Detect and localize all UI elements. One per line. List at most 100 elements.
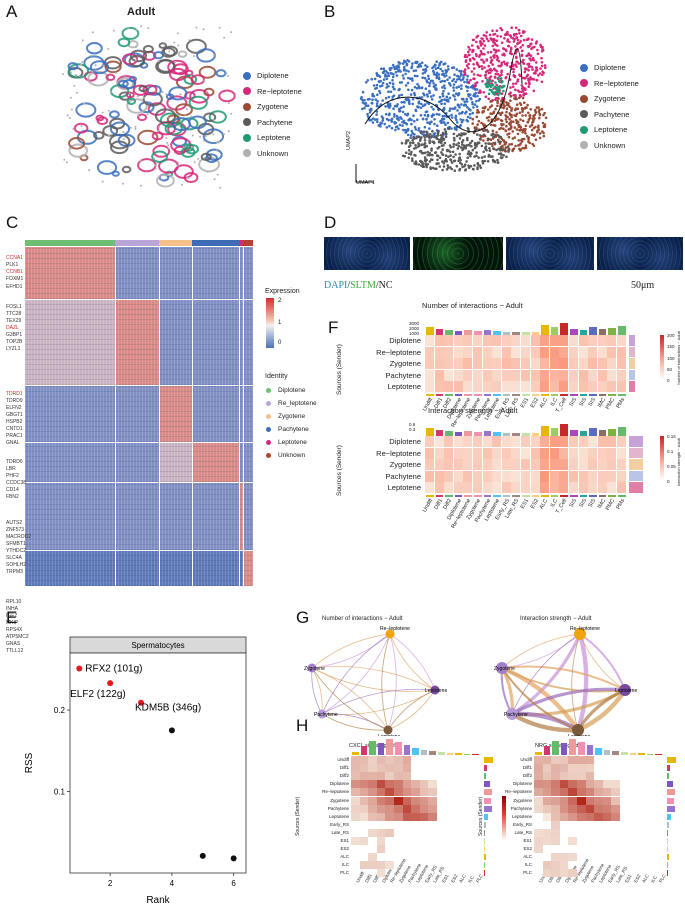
f-cell [549,335,559,346]
umap-cell [428,81,431,85]
f-cell [482,369,492,381]
umap-cell [449,154,452,157]
umap-cell [497,117,500,121]
umap-cell [500,92,504,95]
umap-cell [426,150,430,154]
umap-cell [508,117,511,121]
f-col-swatch [435,393,444,396]
heatmap-divider [239,247,240,586]
umap-cell [481,37,484,41]
f-cell [588,470,598,482]
network-node [574,628,586,640]
f-cell [511,470,521,482]
f-bar [522,332,530,335]
umap-cell [460,97,464,101]
spot [204,135,207,138]
umap-cell [516,132,520,136]
umap-cell [509,127,512,131]
umap-cell [410,77,414,80]
umap-cell [492,37,496,41]
f-cell [578,470,588,482]
umap-cell [484,145,488,148]
umap-cell [520,140,524,143]
spot [70,108,73,111]
h-cell [376,772,386,781]
f-row-bar [628,459,643,470]
umap-cell [393,113,396,116]
h-cell [559,780,569,789]
h-cell [376,837,386,846]
umap-cell [482,33,486,37]
umap-cell [523,70,527,74]
tubule-section [142,45,154,54]
umap-cell [496,101,499,104]
network-edge [321,713,389,731]
f-cell [530,436,540,447]
f-bar [570,430,578,436]
y-tick-label: 0.1 [54,788,66,797]
h-cell [559,788,569,797]
f-row-label: Zygotene [389,359,421,368]
umap-cell [476,63,479,66]
h-row-label: Re−leptotene [505,789,532,795]
spot [109,90,112,93]
umap-cell [441,86,444,89]
tubule-section [86,42,103,55]
umap-cell [492,48,496,51]
umap-cell [534,138,538,141]
a-legend-label: Pachytene [257,117,293,127]
f-bar [541,426,549,436]
tubule-section [105,73,116,81]
f-cell [492,447,502,459]
f-cell [444,447,454,459]
f-cell [530,335,540,346]
spot [72,127,75,130]
tubule-section [109,110,120,119]
h-cell [534,796,543,805]
umap-cell [463,100,466,103]
umap-cell [435,162,439,165]
umap-cell [466,85,469,89]
f-col-swatch [541,393,549,396]
umap-cell [414,160,418,163]
umap-cell [472,94,475,97]
spot [192,146,194,149]
umap-cell [376,99,379,103]
umap-cell [438,165,442,168]
umap-cell [515,55,518,59]
spot [230,112,233,115]
umap-cell [443,87,447,90]
network-node [572,724,584,736]
h-cell [551,796,560,805]
umap-cell [539,45,543,49]
umap-cell [446,65,450,68]
umap-cell [526,44,530,48]
h-cell [542,756,552,765]
umap-cell [409,77,412,80]
umap-cell [406,133,410,137]
umap-cell [518,147,521,151]
tubule-section [67,62,79,71]
f-colorbar-tick: 0.1 [667,449,674,454]
h-cell [577,772,586,781]
h-cell [428,780,437,789]
spot [219,186,222,189]
expression-colorbar [266,298,274,348]
umap-cell [423,113,427,117]
umap-cell [366,115,370,118]
h-cell [585,780,595,789]
umap-cell [361,107,364,111]
umap-cell [527,69,530,72]
umap-cell [434,67,438,70]
umap-cell [444,130,448,134]
tubule-section [109,121,131,137]
umap-cell [402,128,405,132]
umap-cell [509,52,513,56]
umap-cell [371,98,374,101]
f-cell [501,358,511,369]
f-col-swatch [483,393,492,396]
umap-cell [496,161,500,164]
umap-cell [453,169,457,172]
h-cell [385,764,394,773]
umap-cell [423,145,426,149]
